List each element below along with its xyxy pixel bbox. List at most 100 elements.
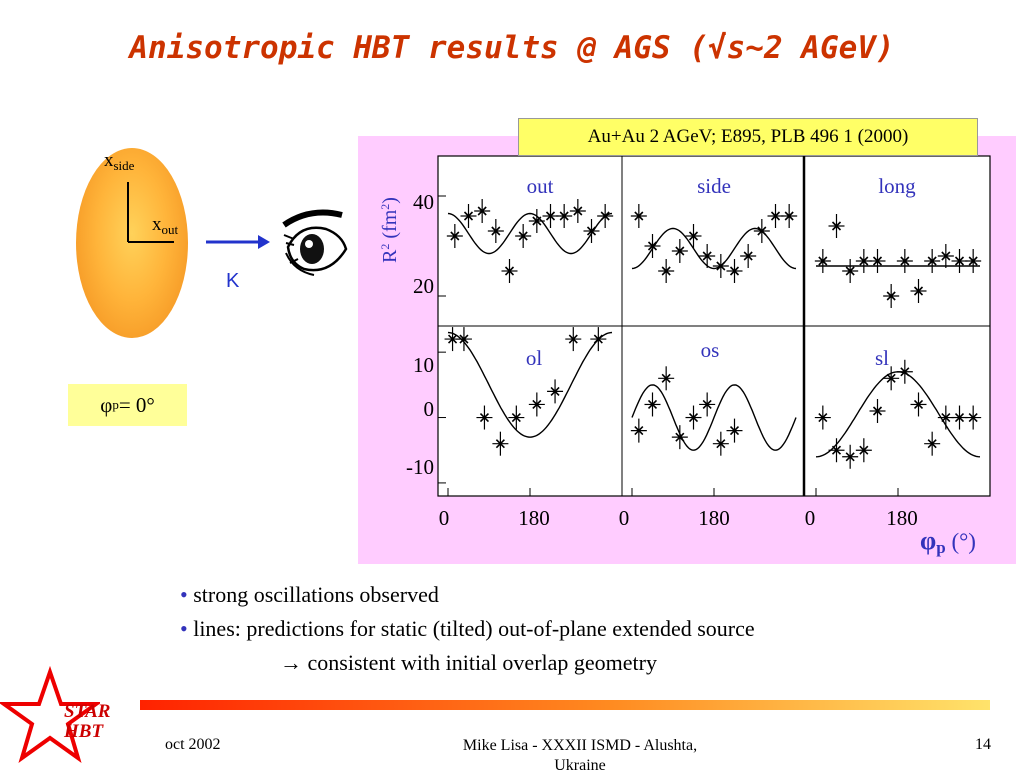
- data-point: [968, 412, 978, 423]
- panel-label-side: side: [697, 174, 731, 198]
- panel-label-long: long: [878, 174, 916, 198]
- k-arrow-icon: [206, 235, 270, 249]
- fit-curve-out: [447, 212, 613, 255]
- fit-curve-ol: [447, 331, 613, 438]
- data-point: [447, 334, 458, 344]
- data-point: [532, 216, 542, 226]
- data-point: [716, 261, 726, 271]
- star-hbt-logo-text: STAR HBT: [64, 701, 111, 742]
- data-point: [831, 221, 842, 231]
- data-point: [511, 412, 521, 423]
- data-point: [504, 266, 515, 276]
- y-tick-label: 10: [413, 353, 434, 377]
- data-point: [927, 439, 937, 449]
- data-point: [784, 211, 794, 221]
- data-point: [729, 266, 740, 276]
- y-tick-label: 0: [423, 397, 435, 421]
- data-point: [872, 406, 883, 416]
- footer-page-number: 14: [975, 736, 991, 753]
- bullet-sub-item: → consistent with initial overlap geomet…: [280, 650, 657, 675]
- data-point: [463, 211, 474, 221]
- data-point: [859, 445, 869, 455]
- x-out-label: xout: [152, 214, 179, 237]
- footer-rule: [140, 700, 990, 710]
- data-point: [586, 226, 597, 236]
- data-point: [688, 231, 699, 241]
- x-tick-label: 0: [618, 506, 630, 530]
- panel-label-sl: sl: [874, 346, 889, 370]
- fit-curve-os: [631, 384, 797, 451]
- k-label: K: [226, 270, 240, 292]
- x-tick-label: 0: [438, 506, 450, 530]
- x-side-label: xside: [104, 150, 135, 173]
- y-tick-label: 20: [413, 274, 434, 298]
- data-point: [954, 256, 965, 266]
- data-point: [573, 206, 583, 216]
- fit-curve-side: [631, 227, 797, 270]
- data-point: [770, 211, 781, 221]
- data-point: [886, 373, 896, 383]
- panel-label-os: os: [700, 338, 720, 362]
- x-tick-label: 0: [804, 506, 816, 530]
- x-tick-label: 180: [698, 506, 730, 530]
- data-point: [477, 206, 487, 216]
- y-tick-label: -10: [406, 455, 434, 479]
- hbt-radii-chart: [437, 155, 991, 497]
- x-tick-label: 180: [886, 506, 918, 530]
- data-point: [941, 412, 951, 423]
- data-point: [968, 256, 978, 266]
- data-point: [845, 452, 855, 462]
- footer-presenter: Mike Lisa - XXXII ISMD - Alushta, Ukraine: [462, 737, 698, 774]
- panel-label-out: out: [526, 174, 554, 198]
- data-point: [450, 231, 460, 241]
- data-point: [886, 291, 896, 301]
- data-point: [845, 266, 855, 276]
- data-point: [831, 445, 842, 455]
- data-point: [647, 241, 658, 251]
- data-point: [927, 256, 937, 266]
- data-point: [491, 226, 501, 236]
- data-point: [675, 246, 685, 256]
- data-point: [716, 439, 726, 449]
- data-point: [818, 256, 828, 266]
- panel-label-ol: ol: [525, 346, 543, 370]
- data-point: [702, 399, 712, 410]
- data-point: [479, 412, 490, 423]
- data-point: [647, 399, 658, 410]
- data-point: [900, 256, 910, 266]
- data-point: [550, 386, 560, 396]
- data-point: [688, 412, 699, 423]
- reference-box: Au+Au 2 AGeV; E895, PLB 496 1 (2000): [518, 118, 978, 156]
- data-point: [818, 412, 828, 423]
- data-point: [661, 266, 671, 276]
- data-point: [661, 373, 671, 383]
- footer-date: oct 2002: [165, 736, 221, 753]
- data-point: [743, 251, 753, 261]
- data-point: [872, 256, 883, 266]
- data-point: [954, 412, 965, 423]
- eye-icon: [282, 209, 348, 276]
- slide-title: Anisotropic HBT results @ AGS (√s~2 AGeV…: [129, 30, 895, 66]
- bullet-item: • lines: predictions for static (tilted)…: [180, 616, 755, 641]
- data-point: [495, 439, 505, 449]
- data-point: [634, 426, 644, 436]
- data-point: [702, 251, 712, 261]
- data-point: [518, 231, 528, 241]
- star-logo-icon: [0, 666, 100, 763]
- data-point: [729, 426, 740, 436]
- data-point: [545, 211, 556, 221]
- data-point: [675, 432, 685, 442]
- bullet-item: • strong oscillations observed: [180, 582, 439, 607]
- data-point: [459, 334, 469, 344]
- data-point: [559, 211, 569, 221]
- xy-axes-icon: [127, 182, 174, 243]
- data-point: [634, 211, 644, 221]
- x-tick-label: 180: [518, 506, 550, 530]
- data-point: [593, 334, 603, 344]
- data-point: [913, 399, 924, 410]
- data-point: [757, 226, 767, 236]
- data-point: [859, 256, 869, 266]
- y-tick-label: 40: [413, 190, 434, 214]
- data-point: [568, 334, 578, 344]
